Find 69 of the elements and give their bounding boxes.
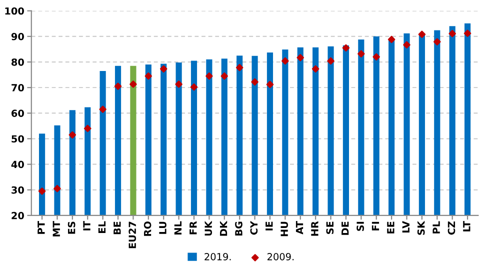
y-tick-label: 80 (12, 58, 24, 66)
point (342, 44, 350, 52)
x-tick-label: NL (174, 221, 182, 234)
point (448, 30, 456, 38)
point (99, 106, 106, 113)
point (114, 82, 122, 90)
y-tick-label: 90 (11, 32, 24, 40)
y-tick-label: 50 (12, 135, 24, 143)
point (372, 53, 380, 61)
legend-label: 2019. (204, 253, 231, 260)
point (190, 83, 198, 91)
point (236, 64, 244, 72)
legend-label: 2009. (267, 253, 294, 260)
point (266, 80, 274, 88)
x-tick-label: HU (280, 222, 288, 236)
point (312, 65, 320, 73)
x-tick-label: IE (266, 222, 273, 230)
point (220, 72, 228, 80)
point (160, 65, 168, 73)
point (282, 57, 289, 65)
point (434, 38, 441, 46)
x-tick-label: LV (402, 221, 410, 232)
point (84, 124, 92, 132)
y-tick-label: 100 (5, 7, 24, 15)
point (54, 184, 61, 192)
x-tick-label: DK (220, 220, 228, 236)
y-tick-label: 40 (11, 160, 24, 168)
y-tick-label: 30 (12, 186, 24, 194)
x-tick-label: SE (326, 222, 334, 234)
x-tick-label: FR (190, 221, 197, 234)
x-tick-label: HR (311, 221, 318, 236)
x-tick-label: SK (417, 220, 425, 235)
point (327, 57, 334, 65)
x-tick-label: ES (68, 222, 76, 234)
point (464, 30, 472, 37)
x-tick-label: CZ (448, 221, 456, 235)
x-tick-label: AT (296, 221, 304, 234)
point (296, 54, 304, 62)
x-tick-label: RO (144, 221, 152, 236)
y-tick-label: 60 (12, 110, 24, 117)
y-tick-label: 70 (12, 84, 24, 92)
point (403, 41, 410, 48)
x-tick-label: EU27 (128, 222, 136, 248)
point (38, 188, 46, 195)
point (206, 72, 213, 80)
y-tick-label: 20 (12, 212, 24, 220)
x-tick-label: FI (372, 222, 380, 230)
point (144, 72, 152, 80)
x-tick-label: IT (83, 221, 90, 230)
x-tick-label: PT (38, 221, 45, 234)
point (388, 36, 396, 44)
x-tick-label: PL (432, 221, 440, 234)
point (358, 50, 365, 58)
x-tick-label: BG (235, 222, 242, 236)
x-tick-label: CY (250, 220, 258, 235)
x-tick-label: BE (114, 222, 121, 234)
point (130, 80, 137, 88)
x-tick-label: MT (52, 221, 60, 236)
point (175, 80, 182, 88)
x-tick-label: SI (356, 222, 364, 231)
x-tick-label: EL (98, 221, 106, 233)
x-tick-label: LU (159, 222, 166, 234)
x-tick-label: DE (342, 222, 349, 235)
x-tick-label: LT (463, 221, 470, 232)
point (418, 30, 426, 38)
x-tick-label: EE (387, 222, 394, 234)
x-tick-label: UK (204, 220, 212, 236)
point (68, 131, 76, 139)
point (251, 78, 258, 86)
